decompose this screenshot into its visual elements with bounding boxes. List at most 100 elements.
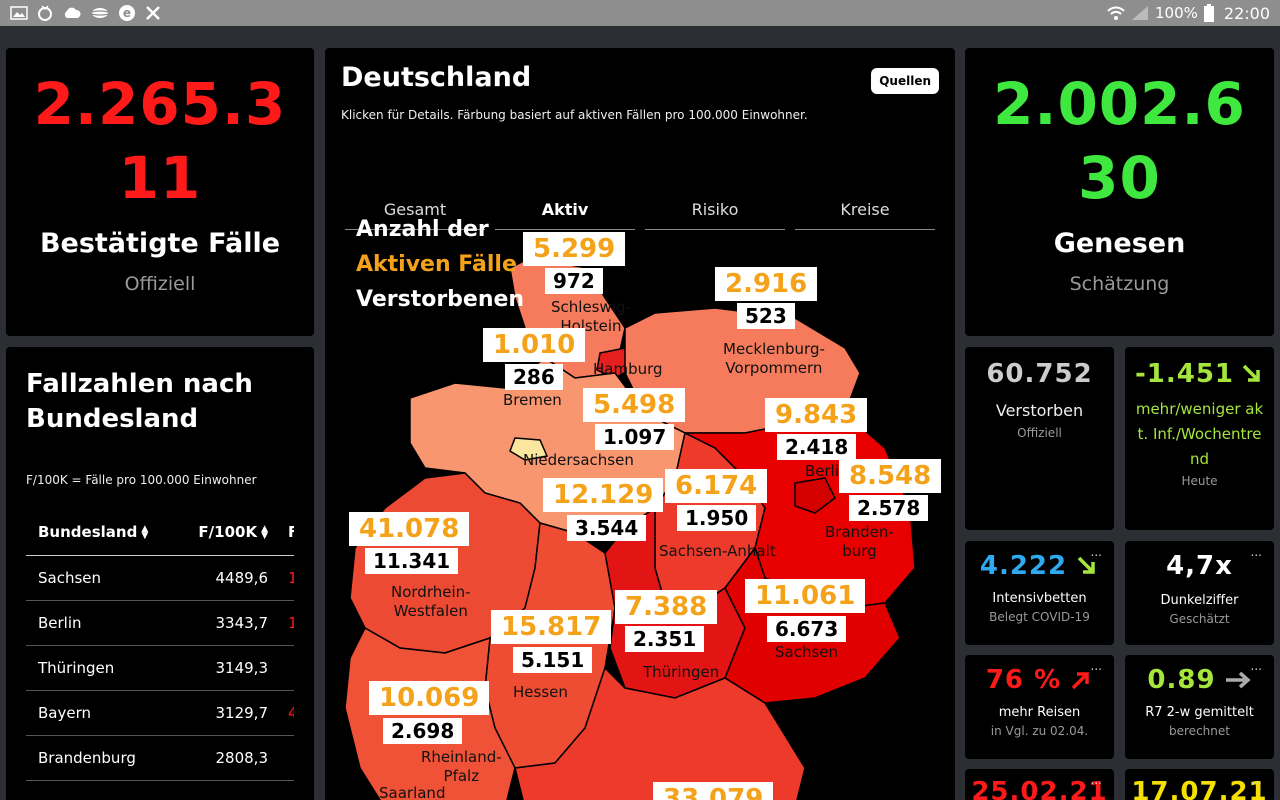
confirmed-cases-panel[interactable]: 2.265.3 11 Bestätigte Fälle Offiziell — [6, 48, 314, 336]
table-row[interactable]: Brandenburg 2808,3 — [26, 735, 294, 781]
row-extra: 1 — [276, 555, 294, 601]
region-12129-deaths-label: 3.544 — [567, 515, 647, 541]
tile-trend-label: mehr/weniger akt. Inf./Wochentrend — [1135, 400, 1264, 468]
rp-name: Rheinland- Pfalz — [421, 748, 502, 785]
tile-icu[interactable]: ... 4.222 Intensivbetten Belegt COVID-19 — [965, 541, 1114, 645]
row-state: Thüringen — [26, 645, 166, 691]
sources-button[interactable]: Quellen — [871, 68, 939, 94]
st-name: Sachsen-Anhalt — [659, 542, 776, 560]
recovered-number-line1: 2.002.6 — [993, 70, 1246, 138]
tile-trend-value: -1.451 — [1134, 359, 1235, 389]
row-value: 3343,7 — [166, 600, 276, 646]
row-state: Berlin — [26, 600, 166, 646]
notification-icons: e — [10, 4, 162, 22]
battery-icon — [1203, 4, 1214, 22]
table-row[interactable]: Thüringen 3149,3 — [26, 645, 294, 691]
tools-icon — [146, 6, 160, 20]
planet-icon — [90, 8, 110, 18]
he-name: Hessen — [513, 683, 568, 701]
map-subtitle: Klicken für Details. Färbung basiert auf… — [341, 108, 808, 122]
tile-weekly-trend[interactable]: -1.451 mehr/weniger akt. Inf./Wochentren… — [1125, 347, 1274, 530]
confirmed-number-line2: 11 — [118, 144, 202, 212]
state-bayern[interactable] — [514, 666, 806, 800]
more-icon[interactable]: ... — [1250, 545, 1262, 559]
be-name: Berlin — [805, 462, 849, 480]
th-deaths-label: 2.351 — [625, 626, 705, 652]
tab-gesamt[interactable]: Gesamt — [345, 200, 485, 230]
tile-r-sub: berechnet — [1169, 724, 1230, 738]
legend-line3: Verstorbenen — [356, 287, 525, 312]
tile-icu-sub: Belegt COVID-19 — [989, 610, 1090, 624]
row-state: Sachsen — [26, 555, 166, 601]
recovered-sub: Schätzung — [1069, 273, 1170, 295]
legend-line1: Anzahl der — [356, 217, 489, 242]
confirmed-number-line1: 2.265.3 — [33, 70, 287, 138]
state-table-panel: Fallzahlen nach Bundesland F/100K = Fäll… — [6, 347, 314, 800]
row-value: 3149,3 — [166, 645, 276, 691]
tile-r-value[interactable]: ... 0.89 R7 2-w gemittelt berechnet — [1125, 655, 1274, 759]
tile-dark-figure[interactable]: ... 4,7x Dunkelziffer Geschätzt — [1125, 541, 1274, 645]
table-row[interactable]: Bayern 3129,7 4 — [26, 690, 294, 736]
sh-deaths-label: 972 — [545, 268, 603, 294]
he-active-label: 15.817 — [491, 610, 612, 644]
arrow-down-right-icon — [1242, 364, 1260, 382]
nw-deaths-label: 11.341 — [365, 548, 459, 574]
table-title: Fallzahlen nach Bundesland — [26, 369, 253, 434]
tile-travel-sub: in Vgl. zu 02.04. — [990, 724, 1089, 738]
region-12129-active-label: 12.129 — [543, 478, 664, 512]
tab-aktiv[interactable]: Aktiv — [495, 200, 635, 230]
confirmed-label: Bestätigte Fälle — [39, 228, 281, 259]
table-row[interactable]: Berlin 3343,7 1 — [26, 600, 294, 646]
state-berlin[interactable] — [794, 477, 836, 514]
sort-icon: ▲ ▼ — [261, 523, 268, 541]
row-state: Brandenburg — [26, 735, 166, 781]
status-bar: e 100% 22:00 — [0, 0, 1280, 26]
table-scroll-area[interactable]: Bundesland ▲ ▼ F/100K ▲ ▼ F Sachsen 4489,6 1 B… — [26, 509, 294, 781]
header-f[interactable]: F — [276, 509, 294, 556]
ni-active-label: 5.498 — [583, 388, 686, 422]
more-icon[interactable]: ... — [1250, 773, 1262, 787]
tile-icu-label: Intensivbetten — [992, 591, 1087, 606]
table-row[interactable]: Sachsen 4489,6 1 — [26, 555, 294, 601]
tile-dark-sub: Geschätzt — [1169, 612, 1230, 626]
e-app-icon: e — [119, 5, 135, 21]
system-indicators: 100% 22:00 — [1107, 4, 1270, 23]
tile-deaths-value: 60.752 — [986, 359, 1093, 389]
map-panel: Deutschland Quellen Klicken für Details.… — [325, 48, 955, 800]
bb-name: Branden- burg — [825, 523, 894, 560]
tile-deaths[interactable]: 60.752 Verstorben Offiziell — [965, 347, 1114, 530]
legend-line2: Aktiven Fälle — [356, 252, 517, 277]
tile-icu-header: 4.222 — [965, 551, 1114, 581]
tile-date-red[interactable]: ... 25.02.21 — [965, 769, 1114, 800]
arrow-down-right-icon — [1077, 556, 1095, 574]
more-icon[interactable]: ... — [1090, 773, 1102, 787]
tile-deaths-sub: Offiziell — [1017, 426, 1062, 440]
tab-kreise[interactable]: Kreise — [795, 200, 935, 230]
sl-name: Saarland — [379, 784, 446, 800]
tab-risiko[interactable]: Risiko — [645, 200, 785, 230]
nw-name: Nordrhein- Westfalen — [391, 583, 471, 620]
tile-date-yellow[interactable]: ... 17.07.21 — [1125, 769, 1274, 800]
rp-active-label: 10.069 — [369, 681, 490, 715]
mv-active-label: 2.916 — [715, 267, 818, 301]
tile-travel-header: 76 % — [965, 665, 1114, 695]
sn-name: Sachsen — [775, 643, 839, 661]
state-bremen[interactable] — [509, 437, 549, 461]
tile-date-yellow-value: 17.07.21 — [1131, 777, 1268, 800]
battery-percentage: 100% — [1155, 4, 1198, 22]
more-icon[interactable]: ... — [1090, 659, 1102, 673]
more-icon[interactable]: ... — [1090, 545, 1102, 559]
tile-travel-label: mehr Reisen — [998, 705, 1081, 720]
recovered-panel[interactable]: 2.002.6 30 Genesen Schätzung — [965, 48, 1274, 336]
tile-dark-value: 4,7x — [1166, 551, 1233, 581]
gallery-icon — [10, 6, 28, 20]
map-tabs: Gesamt Aktiv Risiko Kreise — [345, 200, 935, 230]
ni-deaths-label: 1.097 — [595, 424, 675, 450]
header-bundesland[interactable]: Bundesland ▲ ▼ — [26, 509, 166, 556]
more-icon[interactable]: ... — [1250, 659, 1262, 673]
state-hamburg[interactable] — [596, 347, 634, 379]
header-f100k[interactable]: F/100K ▲ ▼ — [166, 509, 276, 556]
tile-travel[interactable]: ... 76 % mehr Reisen in Vgl. zu 02.04. — [965, 655, 1114, 759]
tile-date-red-value: 25.02.21 — [971, 777, 1108, 800]
row-extra: 4 — [276, 690, 294, 736]
